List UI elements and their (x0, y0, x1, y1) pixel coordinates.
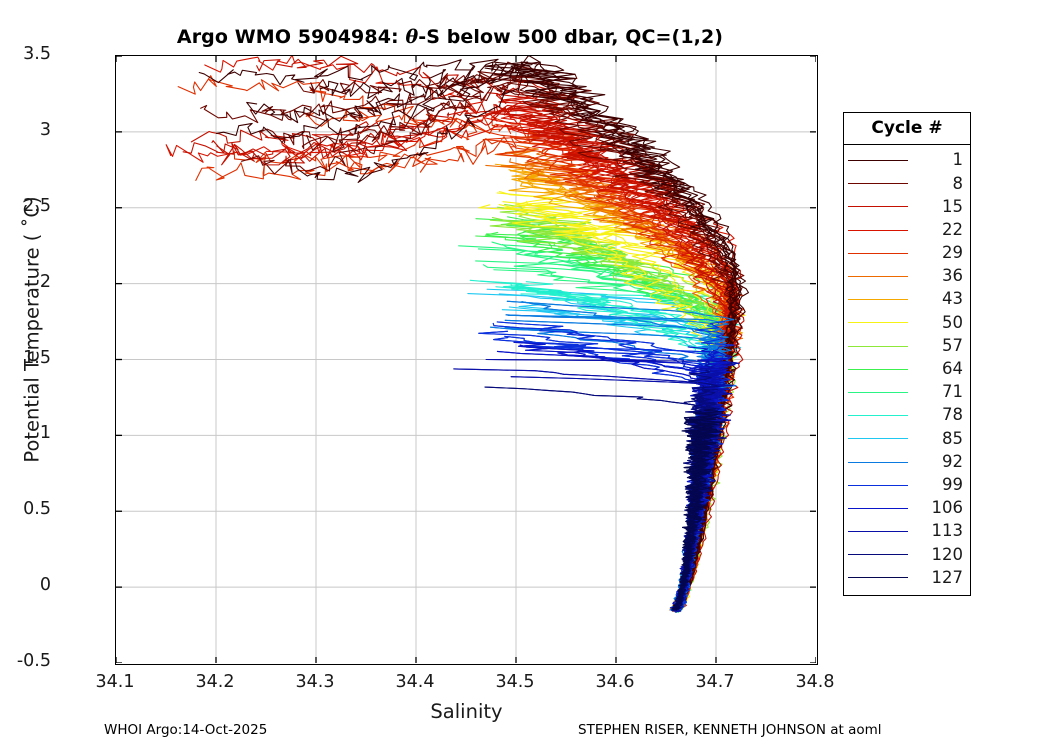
y-tick-label: 0 (39, 575, 51, 596)
legend-item-label: 1 (952, 150, 964, 170)
legend-item-label: 15 (942, 196, 963, 216)
legend-item[interactable]: 1 (844, 149, 970, 172)
legend-item[interactable]: 99 (844, 474, 970, 497)
legend-item[interactable]: 50 (844, 311, 970, 334)
legend-item[interactable]: 22 (844, 219, 970, 242)
legend-item[interactable]: 85 (844, 427, 970, 450)
legend-item-label: 78 (942, 405, 963, 425)
legend-item[interactable]: 78 (844, 404, 970, 427)
legend-color-swatch (848, 345, 908, 347)
legend-color-swatch (848, 276, 908, 278)
y-tick-label: 2 (39, 271, 51, 292)
title-suffix: -S below 500 dbar, QC=(1,2) (418, 26, 724, 48)
y-tick-label: 1.5 (23, 347, 51, 368)
legend-item-label: 127 (931, 567, 964, 587)
legend-item-label: 43 (942, 289, 963, 309)
footer-source-text: WHOI Argo:14-Oct-2025 (104, 722, 268, 738)
legend-items: 1 8 15 22 29 36 43 50 57 64 71 78 85 92 99 106 113 120 127 (844, 145, 970, 595)
x-tick-label: 34.3 (295, 672, 335, 692)
legend: Cycle # 1 8 15 22 29 36 43 50 57 64 71 78 85 92 99 106 1… (843, 112, 971, 596)
legend-color-swatch (848, 484, 908, 486)
legend-item-label: 85 (942, 428, 963, 448)
legend-item[interactable]: 15 (844, 195, 970, 218)
y-tick-label: 2.5 (23, 195, 51, 216)
y-tick-label: -0.5 (16, 651, 51, 671)
legend-item[interactable]: 113 (844, 520, 970, 543)
legend-item[interactable]: 92 (844, 450, 970, 473)
footer-credit-text: STEPHEN RISER, KENNETH JOHNSON at aoml (578, 722, 882, 738)
legend-item-label: 29 (942, 243, 963, 263)
legend-item-label: 99 (942, 474, 963, 494)
legend-title: Cycle # (844, 113, 970, 145)
legend-item[interactable]: 71 (844, 381, 970, 404)
legend-item[interactable]: 127 (844, 566, 970, 589)
x-axis-label: Salinity (430, 700, 503, 723)
legend-item-label: 106 (931, 498, 964, 518)
title-theta-symbol: θ (405, 26, 419, 48)
legend-item-label: 71 (942, 382, 963, 402)
legend-item[interactable]: 36 (844, 265, 970, 288)
theta-s-curves (116, 56, 816, 663)
legend-item-label: 50 (942, 312, 963, 332)
legend-color-swatch (848, 299, 908, 301)
y-tick-label: 3 (39, 119, 51, 140)
legend-color-swatch (848, 391, 908, 393)
legend-color-swatch (848, 461, 908, 463)
y-tick-label: 0.5 (23, 499, 51, 520)
x-tick-label: 34.7 (695, 672, 735, 692)
legend-color-swatch (848, 531, 908, 533)
legend-color-swatch (848, 206, 908, 208)
legend-color-swatch (848, 415, 908, 417)
y-tick-label: 1 (39, 423, 51, 444)
legend-item-label: 22 (942, 219, 963, 239)
page-title: Argo WMO 5904984: θ-S below 500 dbar, QC… (0, 26, 900, 48)
legend-color-swatch (848, 183, 908, 185)
title-prefix: Argo WMO 5904984: (176, 26, 406, 48)
x-tick-label: 34.1 (95, 672, 135, 692)
legend-item[interactable]: 43 (844, 288, 970, 311)
x-tick-label: 34.2 (195, 672, 235, 692)
legend-color-swatch (848, 507, 908, 509)
legend-color-swatch (848, 577, 908, 579)
legend-item[interactable]: 57 (844, 335, 970, 358)
legend-color-swatch (848, 252, 908, 254)
legend-color-swatch (848, 368, 908, 370)
y-axis-label: Potential Temperature ( ˚C) (20, 196, 44, 463)
x-tick-label: 34.8 (795, 672, 835, 692)
legend-color-swatch (848, 554, 908, 556)
x-tick-label: 34.4 (395, 672, 435, 692)
legend-item-label: 113 (931, 521, 964, 541)
legend-item-label: 8 (952, 173, 964, 193)
legend-item-label: 64 (942, 359, 963, 379)
legend-item-label: 57 (942, 335, 963, 355)
y-axis-ticks: -0.5 0 0.5 1 1.5 2 2.5 3 3.5 (0, 0, 51, 750)
plot-area (115, 55, 818, 665)
legend-color-swatch (848, 229, 908, 231)
y-tick-label: 3.5 (23, 44, 51, 64)
legend-item[interactable]: 120 (844, 543, 970, 566)
legend-item[interactable]: 64 (844, 358, 970, 381)
x-tick-label: 34.5 (495, 672, 535, 692)
legend-item[interactable]: 106 (844, 497, 970, 520)
legend-item-label: 92 (942, 451, 963, 471)
legend-item[interactable]: 29 (844, 242, 970, 265)
legend-color-swatch (848, 322, 908, 324)
legend-item-label: 36 (942, 266, 963, 286)
legend-item-label: 120 (931, 544, 964, 564)
x-axis-ticks: 34.1 34.2 34.3 34.4 34.5 34.6 34.7 34.8 (0, 672, 1050, 702)
legend-color-swatch (848, 160, 908, 162)
x-tick-label: 34.6 (595, 672, 635, 692)
legend-item[interactable]: 8 (844, 172, 970, 195)
legend-color-swatch (848, 438, 908, 440)
